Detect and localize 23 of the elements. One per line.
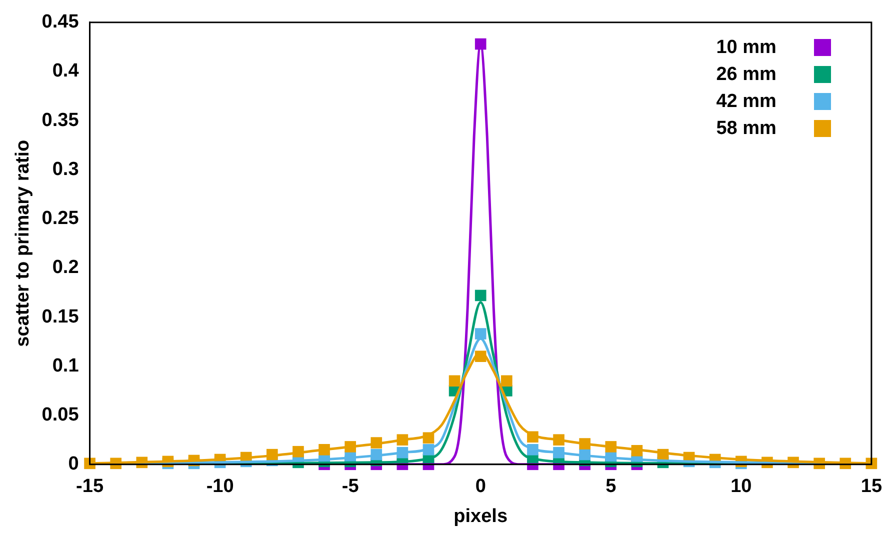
x-tick-label: -10 [206,476,234,498]
y-tick-label: 0.25 [42,208,80,230]
legend-label: 58 mm [716,118,776,140]
x-tick-label: 5 [606,476,617,498]
y-axis-title: scatter to primary ratio [12,140,34,347]
y-tick-label: 0.45 [42,12,80,33]
y-tick-label: 0.4 [52,60,80,82]
y-tick-label: 0.15 [42,306,80,328]
x-tick-label: -15 [76,476,104,498]
y-tick-label: 0.1 [52,355,80,376]
legend-label: 10 mm [716,36,776,59]
x-tick-label: 15 [860,476,882,498]
legend-label: 26 mm [716,64,776,86]
y-tick-label: 0.3 [52,158,79,180]
x-tick-label: -5 [342,476,360,498]
x-tick-label: 0 [475,476,486,498]
y-tick-label: 0 [68,454,79,475]
y-tick-label: 0.2 [52,257,79,278]
x-axis-title: pixels [454,506,508,527]
y-tick-label: 0.35 [42,110,80,131]
legend-label: 42 mm [716,90,776,113]
y-tick-label: 0.05 [42,404,80,426]
x-tick-label: 10 [730,476,752,498]
